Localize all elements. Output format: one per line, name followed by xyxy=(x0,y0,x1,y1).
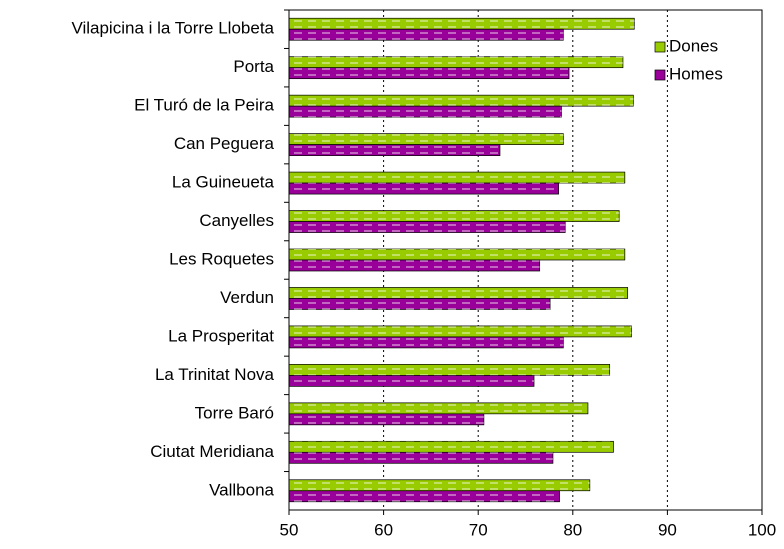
bar-pattern xyxy=(289,364,610,376)
bar-pattern xyxy=(289,106,562,118)
legend-label: Dones xyxy=(669,36,718,55)
legend-swatch xyxy=(654,69,666,81)
y-tick-label: Canyelles xyxy=(199,211,274,230)
y-tick-label: Les Roquetes xyxy=(169,249,274,268)
bar-pattern xyxy=(289,413,484,425)
bar-pattern xyxy=(289,183,559,195)
bar-pattern xyxy=(289,375,535,387)
x-tick-label: 50 xyxy=(280,520,299,539)
plot-border xyxy=(288,9,763,511)
y-tick-label: Torre Baró xyxy=(195,403,274,422)
bar-pattern xyxy=(289,452,553,464)
bar-pattern xyxy=(289,67,570,79)
bar-pattern xyxy=(289,287,628,299)
bar-pattern xyxy=(289,260,540,271)
y-tick-label: Ciutat Meridiana xyxy=(150,442,274,461)
bar-pattern xyxy=(289,95,634,107)
bar-pattern xyxy=(289,249,625,260)
bar-pattern xyxy=(289,441,614,453)
bar-pattern xyxy=(289,298,551,310)
bar-pattern xyxy=(289,402,588,414)
x-tick-label: 70 xyxy=(469,520,488,539)
x-tick-label: 80 xyxy=(563,520,582,539)
y-tick-label: Vallbona xyxy=(209,480,274,499)
bar-pattern xyxy=(289,172,625,184)
bar-pattern xyxy=(289,325,632,337)
bar-pattern xyxy=(289,133,564,145)
y-tick-label: Vilapicina i la Torre Llobeta xyxy=(71,19,274,38)
bar-pattern xyxy=(289,56,623,68)
x-tick-label: 90 xyxy=(658,520,677,539)
y-tick-label: La Trinitat Nova xyxy=(155,365,275,384)
legend-swatch xyxy=(654,41,666,53)
bar-pattern xyxy=(289,479,590,491)
bar-pattern xyxy=(289,210,620,222)
bar-pattern xyxy=(289,221,566,233)
bar-pattern xyxy=(289,336,564,348)
bar-pattern xyxy=(289,18,635,30)
legend-label: Homes xyxy=(669,64,723,83)
y-tick-label: Can Peguera xyxy=(174,134,275,153)
y-tick-label: La Prosperitat xyxy=(168,326,274,345)
y-tick-label: La Guineueta xyxy=(172,173,275,192)
bar-pattern xyxy=(289,144,500,156)
y-tick-label: El Turó de la Peira xyxy=(134,96,274,115)
y-tick-label: Verdun xyxy=(220,288,274,307)
x-tick-label: 100 xyxy=(748,520,776,539)
y-tick-label: Porta xyxy=(233,57,274,76)
bar-pattern xyxy=(289,29,564,41)
x-tick-label: 60 xyxy=(374,520,393,539)
bar-pattern xyxy=(289,490,560,502)
